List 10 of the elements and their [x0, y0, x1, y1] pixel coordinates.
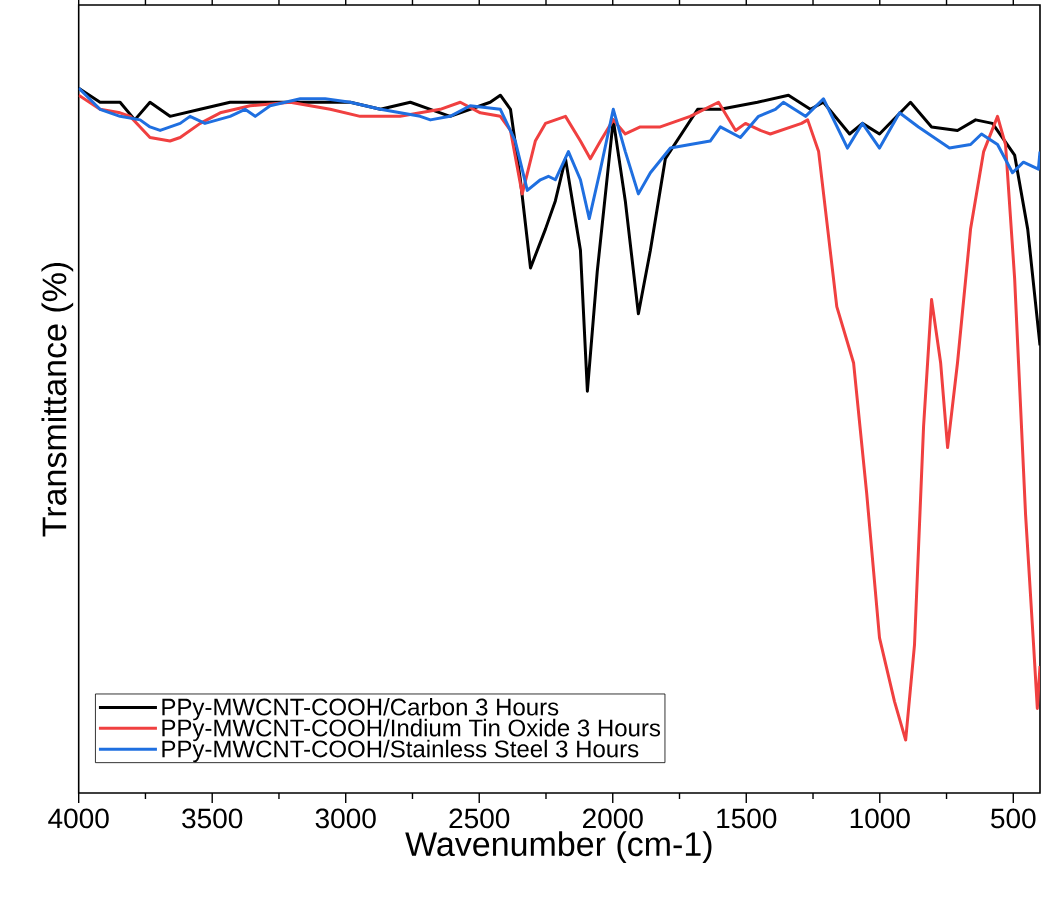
x-tick-label: 500	[991, 808, 1036, 829]
x-axis-title: Wavenumber (cm-1)	[405, 831, 712, 863]
x-tick-label: 3500	[182, 808, 243, 829]
x-tick-label: 1500	[717, 808, 777, 829]
x-tick-label: 2000	[583, 808, 643, 829]
x-tick-label: 2500	[449, 808, 510, 829]
x-tick-label: 4000	[48, 808, 109, 829]
x-tick-label: 3000	[315, 808, 376, 829]
y-axis-title: Transmittance (%)	[41, 262, 74, 537]
x-tick-label: 1000	[850, 808, 910, 829]
